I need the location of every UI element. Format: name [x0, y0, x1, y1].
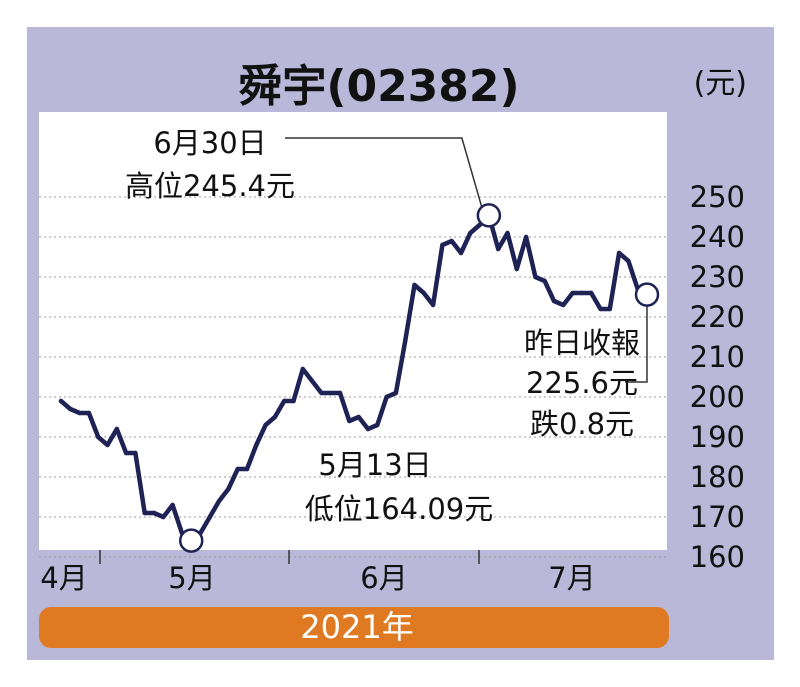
month-label-1: 4月 — [40, 561, 87, 595]
y-tick-label-210: 210 — [690, 340, 745, 374]
data-point-54 — [561, 302, 566, 308]
data-point-61 — [626, 258, 631, 264]
year-band — [39, 607, 669, 648]
close-callout-line — [625, 305, 648, 383]
unit-label: (元) — [694, 66, 747, 101]
price-line — [58, 213, 650, 543]
y-tick-label-170: 170 — [690, 500, 745, 534]
low-date-label: 5月13日 — [318, 448, 431, 482]
data-point-16 — [207, 514, 213, 520]
data-point-39 — [421, 290, 426, 296]
data-point-49 — [514, 266, 519, 272]
data-point-26 — [300, 366, 306, 372]
data-point-31 — [347, 418, 352, 424]
y-tick-label-160: 160 — [690, 540, 745, 574]
data-point-19 — [235, 466, 240, 472]
close-marker — [634, 282, 660, 307]
data-point-41 — [440, 242, 445, 248]
data-point-21 — [254, 442, 259, 448]
data-point-3 — [86, 410, 92, 416]
data-point-48 — [505, 230, 510, 236]
data-point-8 — [133, 450, 138, 456]
low-value-label: 低位164.09元 — [305, 492, 493, 526]
y-tick-label-190: 190 — [690, 420, 745, 454]
close-change-label: 跌0.8元 — [530, 407, 634, 441]
data-point-30 — [337, 390, 343, 396]
data-point-51 — [533, 274, 538, 280]
y-tick-label-240: 240 — [690, 220, 745, 254]
data-point-38 — [412, 282, 417, 288]
data-point-53 — [551, 298, 557, 304]
chart-frame: 舜宇(02382) (元) 250 240 230 220 210 200 190 180 17… — [27, 27, 774, 660]
data-point-42 — [449, 238, 454, 244]
data-point-37 — [402, 338, 408, 344]
data-point-9 — [142, 510, 147, 516]
data-point-34 — [375, 422, 380, 428]
data-point-33 — [365, 426, 371, 432]
data-point-7 — [123, 450, 129, 456]
y-tick-label-230: 230 — [690, 260, 745, 294]
year-label: 2021年 — [300, 608, 413, 646]
y-tick-label-180: 180 — [690, 460, 745, 494]
high-callout-line — [285, 137, 483, 208]
data-points — [58, 213, 650, 543]
y-tick-label-220: 220 — [690, 300, 745, 334]
x-axis-ticks — [99, 550, 480, 564]
month-label-3: 6月 — [360, 561, 407, 595]
data-point-58 — [598, 306, 603, 312]
data-point-32 — [356, 414, 361, 420]
month-label-4: 7月 — [548, 561, 595, 595]
data-point-35 — [384, 394, 389, 400]
data-point-2 — [77, 410, 82, 416]
low-marker — [178, 528, 204, 553]
month-label-2: 5月 — [168, 561, 215, 595]
data-point-18 — [226, 486, 231, 492]
data-point-29 — [328, 390, 333, 396]
data-point-12 — [170, 502, 175, 508]
data-point-4 — [96, 434, 101, 440]
plot-area — [39, 112, 667, 550]
high-value-label: 高位245.4元 — [125, 169, 295, 203]
data-point-56 — [579, 290, 585, 296]
data-point-25 — [291, 398, 296, 404]
chart-svg: 舜宇(02382) (元) 250 240 230 220 210 200 190 180 17… — [39, 61, 747, 648]
chart-title: 舜宇(02382) — [238, 61, 519, 112]
data-point-5 — [105, 442, 110, 448]
high-marker — [476, 203, 502, 228]
data-point-1 — [68, 406, 73, 412]
data-point-0 — [58, 398, 64, 404]
data-point-24 — [282, 398, 287, 404]
data-point-40 — [430, 302, 436, 308]
close-value-label: 225.6元 — [526, 366, 638, 400]
data-point-28 — [319, 390, 324, 396]
data-point-6 — [114, 426, 120, 432]
data-point-23 — [272, 414, 278, 420]
close-title-label: 昨日收報 — [524, 326, 640, 360]
data-point-55 — [570, 290, 575, 296]
month-labels: 4月 5月 6月 7月 — [40, 561, 595, 595]
data-point-52 — [542, 278, 547, 284]
y-axis-ticks: 250 240 230 220 210 200 190 180 170 160 — [690, 180, 745, 574]
data-point-22 — [263, 422, 268, 428]
y-tick-label-250: 250 — [690, 180, 745, 214]
data-point-47 — [495, 246, 501, 252]
data-point-57 — [588, 290, 594, 296]
data-point-59 — [607, 306, 612, 312]
data-point-17 — [216, 498, 222, 504]
high-date-label: 6月30日 — [153, 126, 266, 160]
data-point-10 — [151, 510, 157, 516]
y-tick-label-200: 200 — [690, 380, 745, 414]
data-point-27 — [309, 378, 315, 384]
data-point-36 — [393, 390, 399, 396]
data-point-50 — [523, 234, 529, 240]
data-point-11 — [161, 514, 166, 520]
data-point-44 — [468, 230, 473, 236]
data-point-20 — [244, 466, 250, 472]
data-point-43 — [458, 250, 464, 256]
data-point-60 — [616, 250, 622, 256]
